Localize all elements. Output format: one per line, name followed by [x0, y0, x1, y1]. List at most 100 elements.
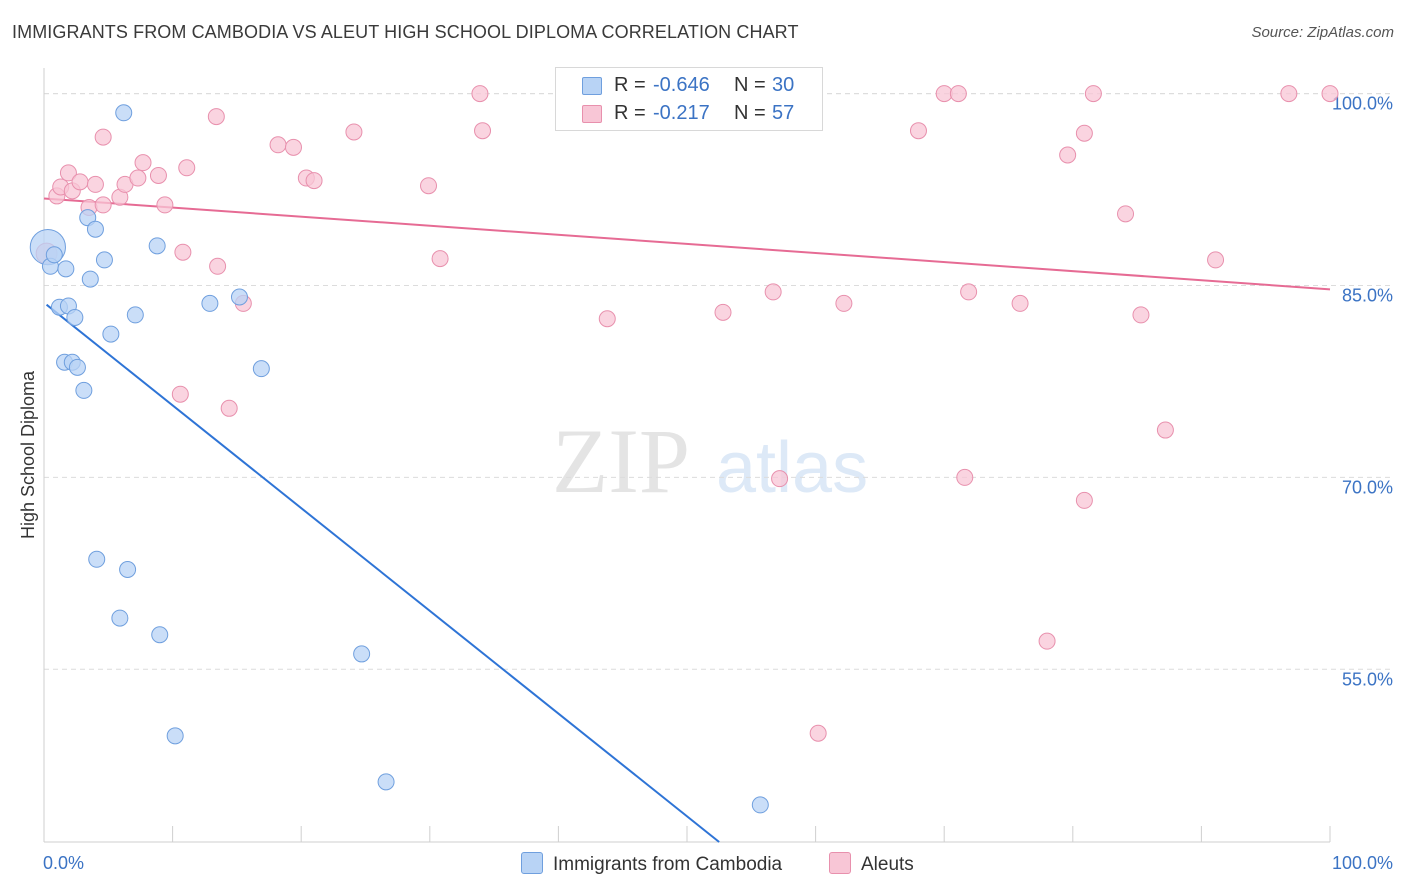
aleut-point [909, 122, 927, 140]
cambodia-point [115, 104, 133, 122]
aleut-legend-swatch [829, 852, 851, 874]
aleut-point [1117, 205, 1135, 223]
aleut-point [284, 138, 302, 156]
cambodia-point [377, 773, 395, 791]
r-label: R = [614, 102, 646, 124]
x-tick-label: 0.0% [43, 853, 84, 873]
cambodia-point [45, 246, 63, 264]
aleut-point [207, 108, 225, 126]
aleut-point [960, 283, 978, 301]
aleut-point [149, 166, 167, 184]
aleut-point [1207, 251, 1225, 269]
cambodia-swatch [582, 77, 602, 95]
legend-item-cambodia: Immigrants from Cambodia [521, 852, 782, 876]
aleut-point [269, 136, 287, 154]
aleut-point [1084, 85, 1102, 103]
aleut-point [220, 399, 238, 417]
cambodia-point [111, 609, 129, 627]
r-label: R = [614, 74, 646, 96]
n-value: 57 [772, 102, 795, 124]
aleut-point [94, 128, 112, 146]
aleut-point [1321, 85, 1339, 103]
aleut-point [59, 164, 77, 182]
trend-lines [43, 197, 1331, 843]
n-value: 30 [772, 74, 795, 96]
cambodia-point [353, 645, 371, 663]
aleut-point [156, 196, 174, 214]
aleut-point [1132, 306, 1150, 324]
cambodia-point [119, 561, 137, 579]
cambodia-point [66, 308, 84, 326]
aleut-legend-label: Aleuts [861, 854, 914, 875]
aleut-point [86, 175, 104, 193]
x-tick-label: 100.0% [1332, 853, 1393, 873]
aleut-swatch [582, 105, 602, 123]
data-points [29, 85, 1339, 814]
watermark-zip: ZIP [552, 410, 690, 512]
cambodia-point [95, 251, 113, 269]
n-label: N = [734, 74, 766, 96]
aleut-point [1059, 146, 1077, 164]
watermark-atlas: atlas [716, 428, 868, 508]
watermark: ZIP atlas [552, 410, 868, 512]
cambodia-point [86, 220, 104, 238]
y-tick-label: 85.0% [1342, 285, 1393, 305]
aleut-point [771, 470, 789, 488]
aleut-point [835, 294, 853, 312]
cambodia-point [57, 260, 75, 278]
aleut-point [949, 85, 967, 103]
aleut-point [598, 310, 616, 328]
aleut-point [1075, 491, 1093, 509]
y-tick-label: 55.0% [1342, 669, 1393, 689]
aleut-point [471, 85, 489, 103]
aleut-point [71, 173, 89, 191]
legend-item-aleut: Aleuts [829, 852, 914, 876]
aleut-point [1280, 85, 1298, 103]
aleut-point [129, 169, 147, 187]
source-label: Source: ZipAtlas.com [1251, 24, 1394, 41]
legend-row-cambodia: R = -0.646 N = 30 [556, 72, 822, 100]
chart-title: IMMIGRANTS FROM CAMBODIA VS ALEUT HIGH S… [12, 22, 799, 42]
cambodia-point [230, 288, 248, 306]
aleut-point [178, 159, 196, 177]
aleut-point [1038, 632, 1056, 650]
legend-row-aleut: R = -0.217 N = 57 [556, 100, 822, 128]
cambodia-legend-swatch [521, 852, 543, 874]
cambodia-point [252, 360, 270, 378]
aleut-point [956, 468, 974, 486]
aleut-point [431, 250, 449, 268]
aleut-point [1075, 124, 1093, 142]
cambodia-point [166, 727, 184, 745]
cambodia-point [75, 381, 93, 399]
grid [44, 93, 1390, 670]
y-tick-label: 100.0% [1332, 94, 1393, 114]
aleut-point [1011, 294, 1029, 312]
cambodia-trend-line [45, 303, 720, 843]
stats-legend: R = -0.646 N = 30 R = -0.217 N = 57 [555, 67, 823, 131]
axes: High School Diploma 55.0% 70.0% 85.0% 100.0… [18, 68, 1393, 873]
aleut-point [171, 385, 189, 403]
cambodia-point [126, 306, 144, 324]
aleut-point [935, 85, 953, 103]
aleut-point [1156, 421, 1174, 439]
cambodia-point [88, 550, 106, 568]
aleut-point [174, 243, 192, 261]
cambodia-point [148, 237, 166, 255]
y-axis-label: High School Diploma [18, 370, 38, 539]
cambodia-legend-label: Immigrants from Cambodia [553, 854, 783, 875]
cambodia-point [102, 325, 120, 343]
aleut-point [809, 724, 827, 742]
y-tick-label: 70.0% [1342, 477, 1393, 497]
aleut-trend-line [43, 197, 1331, 291]
aleut-point [305, 172, 323, 190]
aleut-point [474, 122, 492, 140]
cambodia-point [751, 796, 769, 814]
aleut-point [764, 283, 782, 301]
r-value: -0.646 [653, 74, 710, 96]
r-value: -0.217 [653, 102, 710, 124]
aleut-point [134, 154, 152, 172]
cambodia-point [68, 358, 86, 376]
n-label: N = [734, 102, 766, 124]
aleut-point [714, 303, 732, 321]
